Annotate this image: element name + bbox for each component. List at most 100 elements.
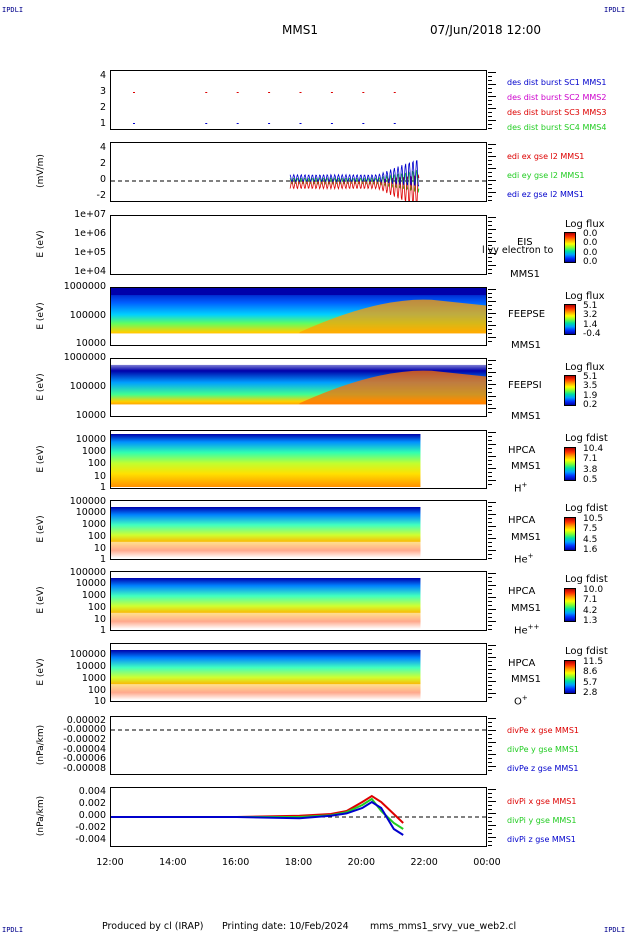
y-tick-label: 1e+06 bbox=[74, 228, 106, 239]
panel-canvas bbox=[111, 794, 486, 836]
colorbar-value: 0.2 bbox=[583, 400, 598, 411]
species-name: O bbox=[514, 696, 522, 708]
y-tick-label: 3 bbox=[99, 86, 106, 97]
y-tick-label: 1 bbox=[99, 625, 106, 636]
right-tick-marks bbox=[488, 360, 496, 416]
species-name: He bbox=[514, 625, 528, 637]
y-axis-label: E (eV) bbox=[36, 444, 46, 473]
corner-label-tl: IPDLI bbox=[2, 6, 24, 14]
y-tick-label: -0.00000 bbox=[63, 724, 106, 735]
species-label: H+ bbox=[514, 481, 527, 494]
burst-marker-sc3 bbox=[299, 92, 302, 93]
y-tick-label: 2 bbox=[99, 102, 106, 113]
panel-canvas bbox=[111, 578, 421, 630]
y-tick-label: 100000 bbox=[69, 567, 106, 578]
colorbar-value: 10.0 bbox=[583, 585, 604, 595]
right-tick-marks bbox=[488, 645, 496, 701]
spectrogram-fill bbox=[111, 434, 421, 487]
panel-canvas bbox=[132, 92, 396, 124]
y-tick-label: 10 bbox=[93, 543, 106, 554]
y-tick-label: 10000 bbox=[75, 578, 106, 589]
panel-frame-des-dist bbox=[110, 70, 487, 130]
colorbar bbox=[564, 588, 576, 622]
panel-frame-hpca-he bbox=[110, 500, 487, 560]
y-axis-label: E (eV) bbox=[36, 657, 46, 686]
species-label: He++ bbox=[514, 623, 539, 636]
colorbar-value: 5.1 bbox=[583, 372, 598, 382]
y-tick-label: 10000 bbox=[75, 661, 106, 672]
x-tick-label: 14:00 bbox=[159, 857, 187, 868]
colorbar-title: Log fdist bbox=[565, 503, 608, 514]
species-charge: + bbox=[521, 481, 528, 489]
y-tick-label: 1000000 bbox=[63, 352, 106, 363]
colorbar-value: 1.3 bbox=[583, 615, 598, 626]
y-axis-label: E (eV) bbox=[36, 515, 46, 543]
spacecraft-label: MMS1 bbox=[510, 269, 540, 280]
spectrogram-bottom-band bbox=[111, 333, 486, 345]
x-tick-label: 16:00 bbox=[221, 857, 250, 868]
series-legend: divPi x gse MMS1 bbox=[507, 797, 577, 806]
y-tick-label: 0.00002 bbox=[66, 715, 106, 726]
colorbar-value: 3.5 bbox=[583, 381, 598, 392]
datetime-title: 07/Jun/2018 12:00 bbox=[430, 23, 542, 37]
colorbar-value: 7.1 bbox=[583, 595, 598, 606]
efield-trace bbox=[289, 160, 420, 187]
spacecraft-label: MMS1 bbox=[511, 340, 541, 351]
y-tick-label: 1000 bbox=[81, 590, 106, 601]
series-legend: edi ey gse l2 MMS1 bbox=[507, 171, 585, 180]
burst-marker-sc3 bbox=[393, 92, 396, 93]
spacecraft-label: MMS1 bbox=[511, 411, 541, 422]
burst-marker-sc3 bbox=[132, 92, 135, 93]
efield-trace bbox=[289, 174, 420, 201]
colorbar bbox=[564, 660, 576, 694]
y-tick-label: -0.00008 bbox=[63, 763, 106, 774]
burst-marker-sc1 bbox=[299, 123, 302, 124]
colorbar-value: 3.8 bbox=[583, 464, 598, 475]
panel-frame-hpca-o bbox=[110, 643, 487, 702]
y-tick-label: 10000 bbox=[75, 507, 106, 518]
y-tick-label: -0.00002 bbox=[63, 734, 106, 745]
panel-canvas bbox=[111, 216, 486, 274]
y-tick-label: 100000 bbox=[69, 496, 106, 507]
instrument-label: HPCA bbox=[508, 515, 536, 526]
burst-marker-sc1 bbox=[268, 123, 271, 124]
series-legend: divPi z gse MMS1 bbox=[507, 835, 576, 844]
colorbar-value: 5.7 bbox=[583, 677, 598, 688]
y-tick-label: 10 bbox=[93, 614, 106, 625]
burst-marker-sc1 bbox=[362, 123, 365, 124]
y-axis-label: E (eV) bbox=[36, 372, 46, 401]
colorbar-value: 7.5 bbox=[583, 524, 598, 535]
colorbar bbox=[564, 375, 576, 406]
colorbar-value: 4.5 bbox=[583, 534, 598, 545]
x-tick-label: 20:00 bbox=[347, 857, 376, 868]
burst-marker-sc1 bbox=[393, 123, 396, 124]
colorbar-value: 10.4 bbox=[583, 444, 604, 454]
y-tick-label: 1 bbox=[99, 118, 106, 129]
y-tick-label: 1 bbox=[99, 482, 106, 493]
panel-canvas bbox=[111, 288, 486, 345]
colorbar-value: 2.8 bbox=[583, 687, 598, 698]
y-tick-label: 0.002 bbox=[78, 798, 106, 809]
colorbar-value: 8.6 bbox=[583, 667, 598, 678]
panel-canvas bbox=[111, 507, 421, 559]
y-tick-label: 100000 bbox=[69, 310, 106, 321]
panel-canvas bbox=[111, 650, 421, 701]
y-tick-label: 100 bbox=[87, 531, 106, 542]
y-tick-label: 1 bbox=[99, 554, 106, 565]
series-legend: divPe x gse MMS1 bbox=[507, 726, 579, 735]
burst-marker-sc3 bbox=[330, 92, 333, 93]
panel-canvas bbox=[111, 729, 486, 731]
panel-frame-hpca-h bbox=[110, 430, 487, 489]
instrument-label: HPCA bbox=[508, 586, 536, 597]
y-tick-label: 1000 bbox=[81, 673, 106, 684]
spectrogram-bottom-band bbox=[111, 404, 486, 416]
y-tick-label: 10000 bbox=[75, 434, 106, 445]
x-tick-label: 00:00 bbox=[473, 857, 501, 868]
colorbar-value: 10.5 bbox=[583, 514, 604, 524]
right-tick-marks bbox=[488, 289, 496, 345]
spacecraft-label: MMS1 bbox=[511, 532, 541, 543]
y-axis-label: E (eV) bbox=[36, 230, 46, 258]
y-tick-label: -0.004 bbox=[75, 834, 106, 845]
panel-frame-feepsi bbox=[110, 358, 487, 417]
colorbar bbox=[564, 232, 576, 263]
